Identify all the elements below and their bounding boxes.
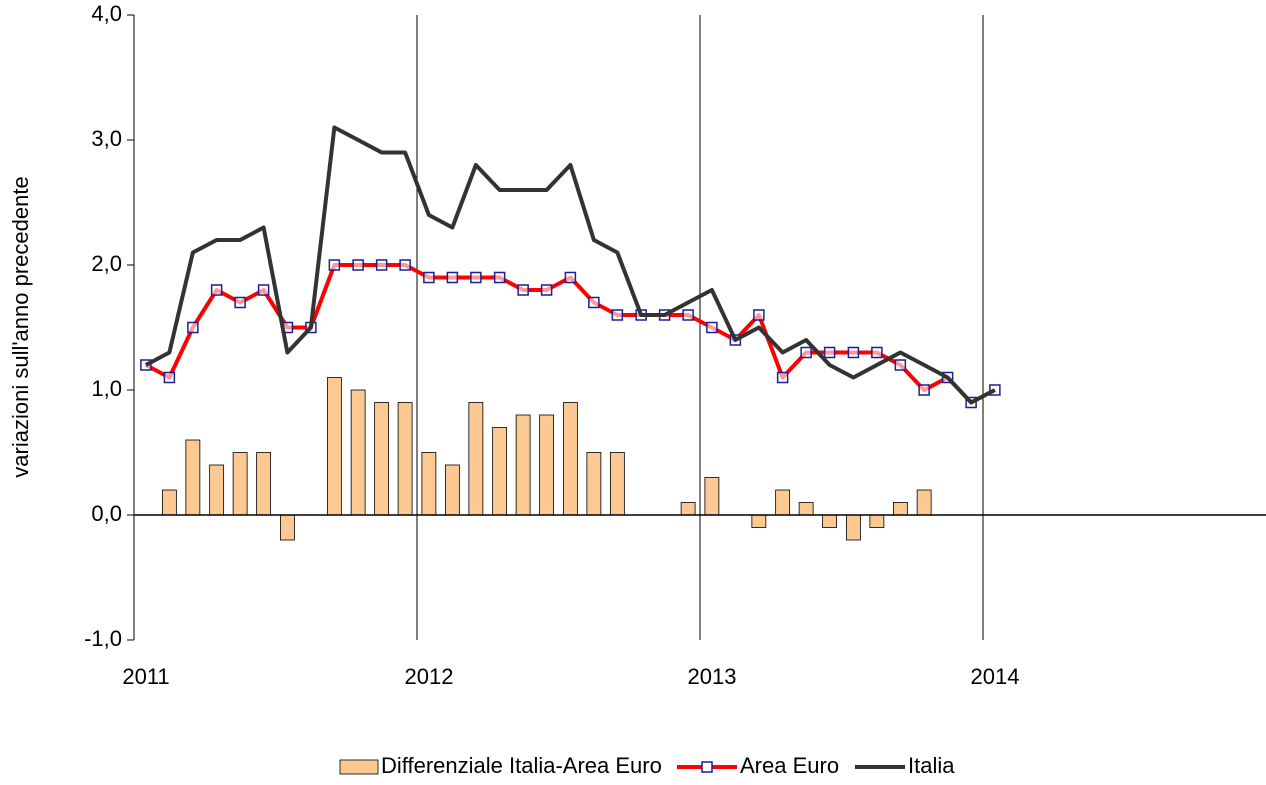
bar bbox=[775, 489, 791, 516]
bar bbox=[822, 514, 838, 528]
x-tick-label: 2014 bbox=[971, 664, 1020, 689]
bar bbox=[161, 489, 177, 516]
bar bbox=[232, 452, 248, 516]
marker bbox=[493, 271, 506, 284]
y-tick-label: 2,0 bbox=[91, 251, 122, 276]
marker bbox=[352, 259, 364, 271]
legend-label: Differenziale Italia-Area Euro bbox=[381, 753, 662, 778]
bar bbox=[350, 389, 366, 516]
y-tick-label: 1,0 bbox=[91, 376, 122, 401]
bar bbox=[704, 477, 720, 516]
bar bbox=[562, 402, 578, 516]
marker bbox=[257, 284, 270, 296]
bar bbox=[539, 414, 555, 516]
marker bbox=[918, 384, 930, 396]
marker bbox=[517, 284, 529, 296]
marker bbox=[470, 271, 482, 284]
y-tick-label: -1,0 bbox=[84, 626, 122, 651]
marker bbox=[564, 271, 577, 284]
marker bbox=[423, 271, 435, 284]
bar bbox=[680, 502, 696, 516]
line bbox=[144, 125, 996, 405]
bar bbox=[444, 464, 460, 516]
legend-label: Area Euro bbox=[740, 753, 839, 778]
bar bbox=[586, 452, 602, 516]
marker bbox=[706, 321, 718, 334]
bar bbox=[916, 489, 932, 516]
bar bbox=[468, 402, 484, 516]
marker bbox=[375, 259, 388, 271]
marker bbox=[588, 296, 600, 309]
legend-swatch bbox=[339, 759, 379, 775]
x-tick-label: 2012 bbox=[405, 664, 454, 689]
bar bbox=[256, 452, 272, 516]
marker bbox=[163, 371, 176, 384]
legend-label: Italia bbox=[908, 753, 955, 778]
marker bbox=[871, 346, 883, 359]
bar bbox=[515, 414, 531, 516]
bar bbox=[798, 502, 814, 516]
y-tick-label: 3,0 bbox=[91, 126, 122, 151]
bar bbox=[892, 502, 908, 516]
x-tick-label: 2013 bbox=[688, 664, 737, 689]
marker bbox=[776, 371, 789, 384]
y-tick-label: 4,0 bbox=[91, 1, 122, 26]
y-axis-label: variazioni sull'anno precedente bbox=[8, 176, 33, 477]
marker bbox=[753, 309, 765, 321]
legend-marker bbox=[701, 761, 713, 773]
bar bbox=[421, 452, 437, 516]
x-tick-label: 2011 bbox=[122, 664, 169, 689]
bar bbox=[185, 439, 201, 516]
bar bbox=[492, 427, 508, 516]
marker bbox=[328, 259, 341, 271]
bar bbox=[845, 514, 861, 541]
marker bbox=[210, 284, 223, 296]
bar bbox=[609, 452, 625, 516]
bar bbox=[279, 514, 295, 541]
marker bbox=[800, 346, 812, 359]
bar bbox=[209, 464, 225, 516]
bar bbox=[326, 377, 342, 516]
marker bbox=[611, 309, 624, 321]
bar bbox=[374, 402, 390, 516]
marker bbox=[234, 296, 246, 309]
marker bbox=[540, 284, 553, 296]
y-tick-label: 0,0 bbox=[91, 501, 122, 526]
marker bbox=[399, 259, 411, 271]
marker bbox=[187, 321, 199, 334]
marker bbox=[446, 271, 459, 284]
bar bbox=[869, 514, 885, 528]
marker bbox=[894, 359, 907, 371]
bar bbox=[751, 514, 767, 528]
marker bbox=[823, 346, 836, 359]
bar bbox=[397, 402, 413, 516]
marker bbox=[847, 346, 860, 359]
marker bbox=[682, 309, 694, 321]
